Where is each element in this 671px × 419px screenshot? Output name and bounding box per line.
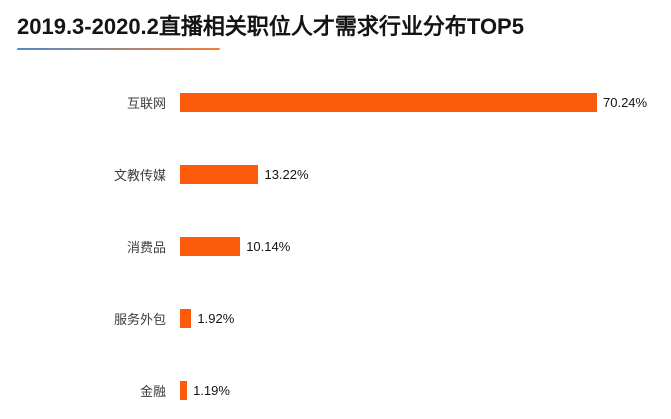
chart-row: 金融 1.19% bbox=[0, 354, 671, 419]
category-label: 服务外包 bbox=[113, 311, 166, 327]
chart-row: 消费品 10.14% bbox=[0, 210, 671, 282]
bar bbox=[180, 380, 188, 400]
title-underline bbox=[17, 48, 220, 50]
value-label: 1.19% bbox=[193, 382, 230, 398]
category-label: 互联网 bbox=[126, 95, 166, 111]
chart-row: 服务外包 1.92% bbox=[0, 282, 671, 354]
category-label: 金融 bbox=[139, 383, 166, 399]
category-label: 文教传媒 bbox=[113, 167, 166, 183]
category-label: 消费品 bbox=[126, 239, 166, 255]
bar bbox=[180, 236, 241, 256]
value-label: 13.22% bbox=[264, 166, 309, 182]
chart-title: 2019.3-2020.2直播相关职位人才需求行业分布TOP5 bbox=[17, 14, 524, 39]
chart-row: 文教传媒 13.22% bbox=[0, 138, 671, 210]
value-label: 70.24% bbox=[603, 94, 648, 110]
value-label: 10.14% bbox=[246, 238, 291, 254]
bar bbox=[180, 164, 259, 184]
bar bbox=[180, 308, 192, 328]
bar bbox=[180, 92, 597, 112]
bar-chart: 互联网 70.24% 文教传媒 13.22% 消费品 10.14% 服务外包 1.92% 金融 1… bbox=[0, 66, 671, 419]
value-label: 1.92% bbox=[197, 310, 235, 326]
chart-row: 互联网 70.24% bbox=[0, 66, 671, 138]
